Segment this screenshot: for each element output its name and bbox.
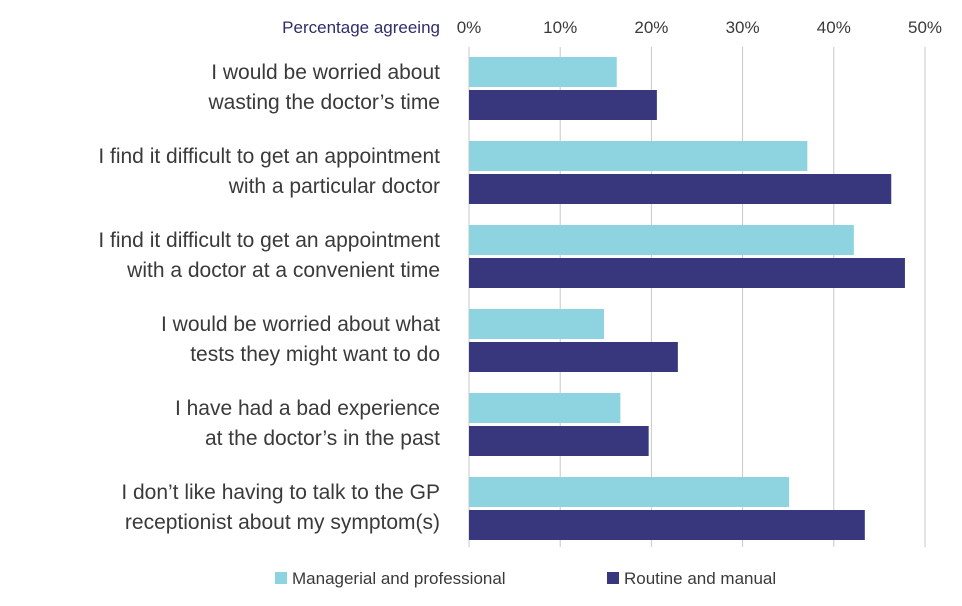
category-label: I find it difficult to get an appointmen… (98, 229, 440, 282)
bar-managerial (469, 477, 790, 507)
bar-routine (469, 510, 865, 540)
legend-item: Routine and manual (607, 569, 776, 588)
x-tick-label: 20% (634, 18, 668, 37)
bar-routine (469, 90, 657, 120)
bar-managerial (469, 309, 604, 339)
bar-routine (469, 426, 649, 456)
category-label: I have had a bad experience at the doctor… (175, 397, 440, 450)
bar-managerial (469, 141, 808, 171)
category-label: I find it difficult to get an appointmen… (98, 145, 440, 198)
bar-managerial (469, 393, 621, 423)
bars (469, 57, 905, 540)
legend-label: Managerial and professional (292, 569, 506, 588)
legend-swatch (607, 572, 619, 584)
x-tick-labels: 0% 10% 20% 30% 40% 50% (457, 18, 942, 37)
bar-managerial (469, 225, 854, 255)
category-label: I would be worried about what tests they … (161, 313, 440, 366)
legend-item: Managerial and professional (275, 569, 506, 588)
legend-swatch (275, 572, 287, 584)
x-tick-label: 10% (543, 18, 577, 37)
bar-routine (469, 258, 905, 288)
legend: Managerial and professional Routine and m… (275, 569, 776, 588)
x-tick-label: 30% (726, 18, 760, 37)
category-label: I would be worried about wasting the doct… (207, 61, 440, 114)
category-label: I don’t like having to talk to the GP rec… (121, 481, 440, 534)
category-labels: I would be worried about wasting the doct… (98, 61, 440, 534)
legend-label: Routine and manual (624, 569, 776, 588)
x-tick-label: 40% (817, 18, 851, 37)
x-tick-label: 0% (457, 18, 482, 37)
bar-managerial (469, 57, 617, 87)
gridlines (468, 47, 926, 547)
bar-routine (469, 174, 892, 204)
bar-routine (469, 342, 678, 372)
x-tick-label: 50% (908, 18, 942, 37)
x-axis-title: Percentage agreeing (282, 18, 440, 37)
